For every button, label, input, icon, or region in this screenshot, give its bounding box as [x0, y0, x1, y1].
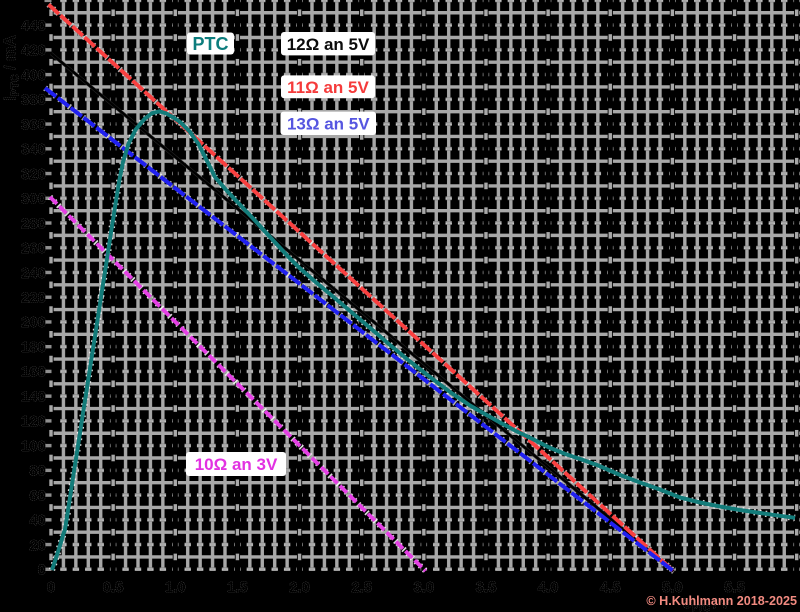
- svg-text:0: 0: [38, 562, 46, 579]
- svg-text:© H.Kuhlmann 2018-2025: © H.Kuhlmann 2018-2025: [646, 594, 797, 608]
- svg-text:4.0: 4.0: [538, 579, 559, 596]
- svg-text:12Ω an 5V: 12Ω an 5V: [287, 35, 370, 54]
- svg-text:420: 420: [21, 42, 46, 59]
- svg-text:380: 380: [21, 92, 46, 109]
- svg-text:440: 440: [21, 17, 46, 34]
- svg-text:320: 320: [21, 166, 46, 183]
- svg-text:260: 260: [21, 240, 46, 257]
- svg-text:3.0: 3.0: [413, 579, 434, 596]
- svg-text:IPTC / mA: IPTC / mA: [2, 35, 22, 101]
- svg-text:1.5: 1.5: [227, 579, 248, 596]
- svg-text:280: 280: [21, 215, 46, 232]
- svg-text:100: 100: [21, 438, 46, 455]
- svg-text:1.0: 1.0: [165, 579, 186, 596]
- svg-text:4.5: 4.5: [600, 579, 621, 596]
- svg-text:140: 140: [21, 389, 46, 406]
- svg-text:5.0: 5.0: [662, 579, 683, 596]
- svg-text:40: 40: [29, 512, 46, 529]
- svg-text:3.5: 3.5: [476, 579, 497, 596]
- svg-text:80: 80: [29, 463, 46, 480]
- svg-text:13Ω an 5V: 13Ω an 5V: [287, 114, 370, 133]
- svg-text:2.5: 2.5: [351, 579, 372, 596]
- svg-text:300: 300: [21, 191, 46, 208]
- svg-text:2.0: 2.0: [289, 579, 310, 596]
- svg-text:PTC: PTC: [193, 34, 229, 54]
- svg-text:120: 120: [21, 413, 46, 430]
- svg-text:220: 220: [21, 290, 46, 307]
- svg-text:400: 400: [21, 67, 46, 84]
- svg-text:20: 20: [29, 537, 46, 554]
- svg-text:160: 160: [21, 364, 46, 381]
- svg-text:0.5: 0.5: [103, 579, 124, 596]
- svg-text:11Ω an 5V: 11Ω an 5V: [287, 78, 369, 97]
- svg-text:5.5: 5.5: [724, 579, 745, 596]
- svg-text:180: 180: [21, 339, 46, 356]
- svg-text:340: 340: [21, 141, 46, 158]
- svg-text:360: 360: [21, 116, 46, 133]
- svg-text:0: 0: [47, 579, 55, 596]
- svg-text:200: 200: [21, 314, 46, 331]
- svg-text:240: 240: [21, 265, 46, 282]
- svg-text:10Ω an 3V: 10Ω an 3V: [195, 455, 278, 474]
- svg-text:60: 60: [29, 487, 46, 504]
